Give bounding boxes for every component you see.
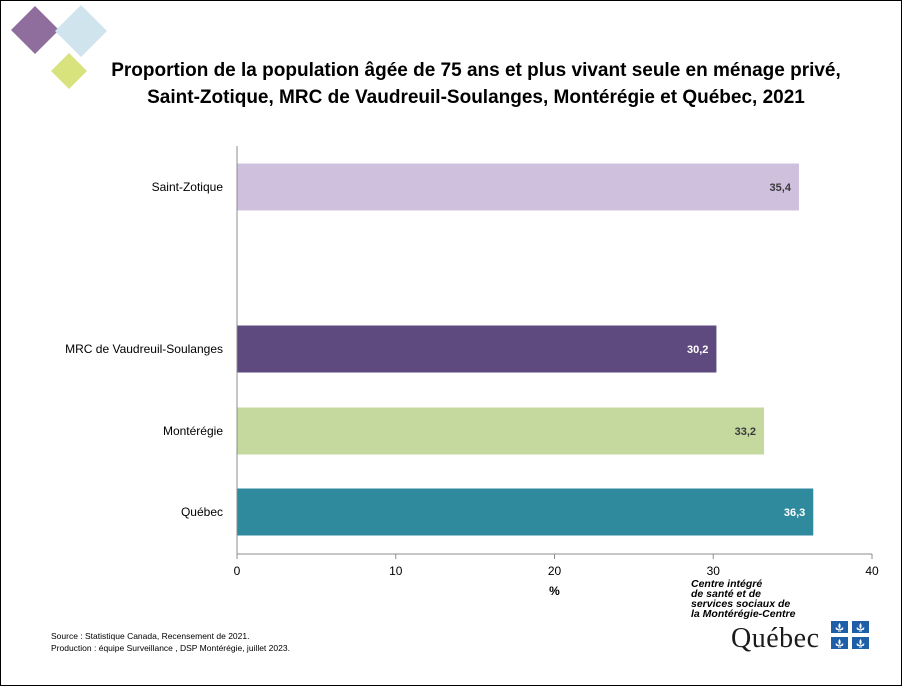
logo-line-3: services sociaux de bbox=[691, 598, 791, 610]
chart-title: Proportion de la population âgée de 75 a… bbox=[61, 57, 891, 111]
bar bbox=[237, 488, 814, 536]
fleur-de-lis-flag-icon bbox=[831, 621, 869, 649]
category-label: Saint-Zotique bbox=[152, 180, 224, 194]
category-label: Québec bbox=[181, 505, 223, 519]
diamond-green-icon bbox=[51, 53, 87, 89]
chart-title-line-2: Saint-Zotique, MRC de Vaudreuil-Soulange… bbox=[147, 87, 805, 108]
source-note: Source : Statistique Canada, Recensement… bbox=[51, 630, 290, 654]
data-label: 35,4 bbox=[770, 182, 792, 194]
logo-line-1: Centre intégré bbox=[691, 578, 763, 590]
logo-line-2: de santé et de bbox=[691, 588, 762, 600]
data-label: 30,2 bbox=[687, 344, 708, 356]
diamond-purple-icon bbox=[11, 6, 59, 54]
logo-org-name: Centre intégré de santé et de services s… bbox=[691, 578, 881, 620]
bar-chart: 35,4 Saint-Zotique 30,2 MRC de Vaudreuil-So… bbox=[65, 146, 879, 598]
bar bbox=[237, 325, 717, 373]
logo-line-4: la Montérégie-Centre bbox=[691, 608, 796, 620]
chart-title-line-1: Proportion de la population âgée de 75 a… bbox=[111, 60, 841, 81]
x-tick-label: 40 bbox=[865, 564, 879, 578]
bar bbox=[237, 407, 765, 455]
x-tick-label: 10 bbox=[389, 564, 403, 578]
cisss-logo: Centre intégré de santé et de services s… bbox=[691, 579, 881, 659]
category-label: MRC de Vaudreuil-Soulanges bbox=[65, 342, 223, 356]
x-tick-label: 20 bbox=[548, 564, 562, 578]
bar bbox=[237, 163, 799, 211]
production-line: Production : équipe Surveillance , DSP M… bbox=[51, 643, 290, 653]
data-label: 36,3 bbox=[784, 507, 805, 519]
diamond-blue-icon bbox=[55, 5, 107, 57]
decorative-diamonds bbox=[11, 5, 107, 89]
source-line: Source : Statistique Canada, Recensement… bbox=[51, 631, 250, 641]
x-tick-label: 30 bbox=[707, 564, 721, 578]
category-label: Montérégie bbox=[163, 424, 223, 438]
x-tick-label: 0 bbox=[234, 564, 241, 578]
logo-brand: Québec bbox=[731, 623, 820, 654]
data-label: 33,2 bbox=[735, 426, 756, 438]
x-axis-label: % bbox=[549, 584, 560, 598]
